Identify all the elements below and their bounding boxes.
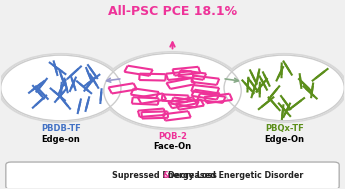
Text: All-PSC PCE 18.1%: All-PSC PCE 18.1% bbox=[108, 5, 237, 18]
Text: PBDB-TF: PBDB-TF bbox=[41, 124, 81, 133]
FancyBboxPatch shape bbox=[6, 162, 339, 189]
Circle shape bbox=[101, 52, 244, 130]
Circle shape bbox=[1, 55, 121, 121]
Text: Supressed Energy Loss & Decreased Energetic Disorder: Supressed Energy Loss & Decreased Energe… bbox=[46, 171, 299, 180]
Text: PBQx-TF: PBQx-TF bbox=[265, 124, 304, 133]
Circle shape bbox=[0, 54, 124, 122]
Text: Edge-on: Edge-on bbox=[41, 135, 80, 144]
Text: Edge-On: Edge-On bbox=[264, 135, 304, 144]
Circle shape bbox=[221, 54, 345, 122]
Circle shape bbox=[224, 55, 344, 121]
Text: Face-On: Face-On bbox=[154, 142, 191, 151]
Text: &: & bbox=[163, 171, 173, 180]
Text: Decreased Energetic Disorder: Decreased Energetic Disorder bbox=[168, 171, 303, 180]
Circle shape bbox=[104, 53, 241, 128]
Text: Supressed Energy Loss: Supressed Energy Loss bbox=[112, 171, 219, 180]
Text: PQB-2: PQB-2 bbox=[158, 132, 187, 141]
